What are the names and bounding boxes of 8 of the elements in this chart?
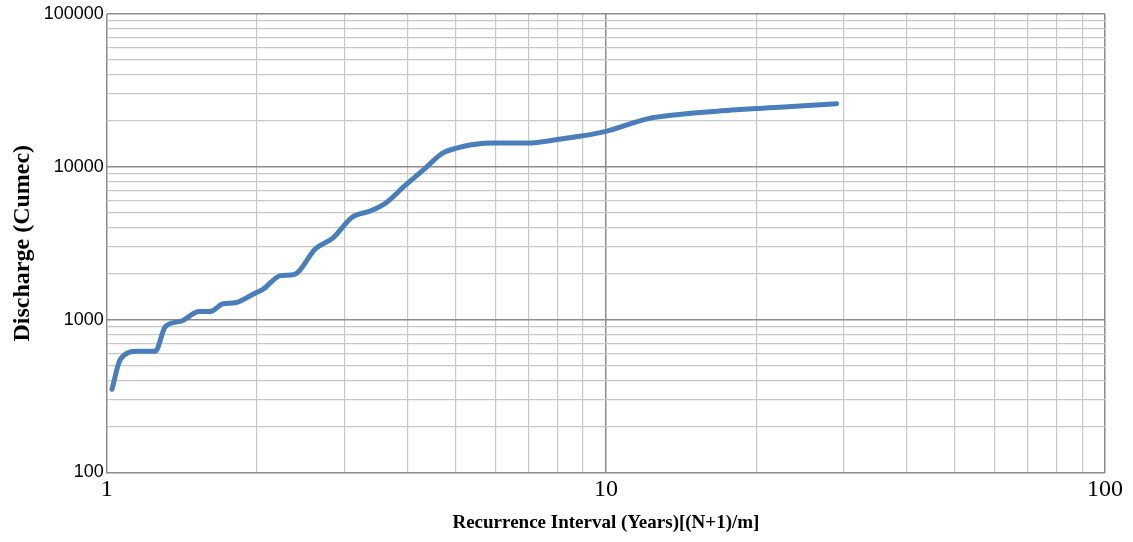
x-tick-label: 10 [593, 475, 618, 502]
x-axis-title: Recurrence Interval (Years)[(N+1)/m] [452, 510, 760, 533]
y-tick-label: 100 [73, 461, 104, 482]
y-tick-label: 100000 [43, 2, 104, 23]
y-axis-title: Discharge (Cumec) [7, 144, 34, 342]
x-tick-label: 100 [1087, 475, 1123, 502]
y-tick-label: 1000 [63, 308, 104, 329]
y-tick-label: 10000 [53, 155, 104, 176]
